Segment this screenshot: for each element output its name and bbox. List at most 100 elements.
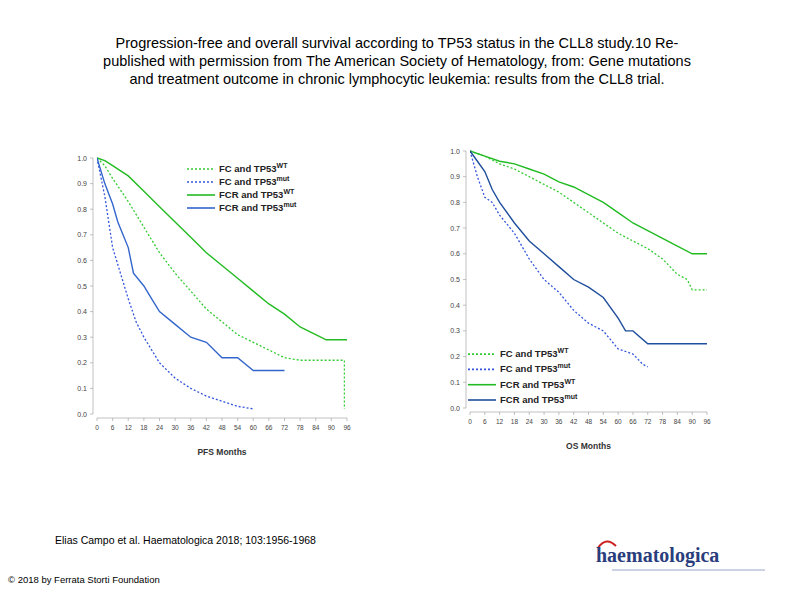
x-tick	[529, 412, 530, 415]
x-tick	[662, 412, 663, 415]
survival-curve	[470, 151, 648, 367]
legend-text-sup: mut	[277, 175, 291, 182]
logo: haematologica	[596, 544, 719, 567]
x-tick-label: 60	[250, 424, 258, 431]
survival-curve	[470, 151, 707, 344]
y-tick	[463, 382, 466, 383]
survival-curve	[97, 158, 344, 409]
x-tick	[143, 418, 144, 421]
x-tick	[632, 412, 633, 415]
y-tick-label: 0.3	[450, 327, 460, 334]
x-tick-label: 84	[674, 418, 682, 425]
legend-text-part: FCR and TP53	[219, 189, 283, 200]
y-tick	[463, 330, 466, 331]
x-tick	[159, 418, 160, 421]
x-tick	[484, 412, 485, 415]
plot-area	[97, 158, 347, 409]
x-tick-label: 24	[156, 424, 164, 431]
y-tick-label: 0.1	[450, 379, 460, 386]
y-tick-label: 1.0	[450, 148, 460, 155]
x-tick-label: 6	[111, 424, 115, 431]
legend-text-part: FCR and TP53	[219, 202, 283, 213]
x-tick-label: 78	[297, 424, 305, 431]
y-tick	[90, 311, 93, 312]
x-tick-label: 24	[526, 418, 534, 425]
x-tick-label: 18	[511, 418, 519, 425]
x-tick	[315, 418, 316, 421]
legend: FC and TP53WTFC and TP53mutFCR and TP53W…	[468, 347, 578, 405]
copyright: © 2018 by Ferrata Storti Foundation	[8, 574, 160, 585]
legend-text-sup: mut	[564, 393, 578, 400]
x-axis-label: PFS Months	[197, 447, 246, 457]
x-tick-label: 30	[172, 424, 180, 431]
x-tick	[347, 418, 348, 421]
y-tick-label: 0.2	[77, 359, 87, 366]
x-tick	[544, 412, 545, 415]
legend-label: FCR and TP53mut	[500, 393, 578, 405]
y-tick	[463, 253, 466, 254]
legend-label: FC and TP53mut	[219, 175, 290, 187]
x-tick	[206, 418, 207, 421]
x-axis-label: OS Months	[566, 441, 611, 451]
x-tick-label: 48	[218, 424, 226, 431]
legend-text-sup: mut	[283, 201, 297, 208]
y-tick-label: 0.8	[77, 206, 87, 213]
y-tick-label: 0.0	[77, 411, 87, 418]
y-tick-label: 0.8	[450, 199, 460, 206]
legend-swatch	[468, 384, 496, 386]
x-tick	[237, 418, 238, 421]
x-tick	[470, 412, 471, 415]
title: Progression-free and overall survival ac…	[116, 35, 679, 51]
y-tick	[463, 305, 466, 306]
x-tick-label: 36	[187, 424, 195, 431]
y-tick-label: 0.7	[77, 231, 87, 238]
x-tick-label: 36	[555, 418, 563, 425]
y-tick	[463, 228, 466, 229]
x-tick	[692, 412, 693, 415]
x-tick-label: 48	[585, 418, 593, 425]
survival-curve	[470, 151, 707, 290]
y-tick	[463, 202, 466, 203]
legend-label: FC and TP53WT	[500, 347, 569, 359]
legend-text-part: FC and TP53	[500, 348, 558, 359]
y-tick	[90, 234, 93, 235]
y-tick	[90, 388, 93, 389]
x-tick	[97, 418, 98, 421]
x-tick-label: 72	[644, 418, 652, 425]
legend-label: FC and TP53mut	[500, 362, 571, 374]
y-tick	[90, 362, 93, 363]
x-tick-label: 90	[689, 418, 697, 425]
legend-swatch	[468, 369, 496, 371]
legend-swatch	[187, 194, 215, 196]
y-tick-label: 0.1	[77, 385, 87, 392]
legend-text-part: FC and TP53	[219, 163, 277, 174]
legend-swatch	[187, 181, 215, 183]
x-tick	[588, 412, 589, 415]
y-tick-label: 0.5	[77, 283, 87, 290]
x-tick	[558, 412, 559, 415]
x-tick-label: 66	[265, 424, 273, 431]
survival-curve	[470, 151, 707, 254]
legend-text-part: FC and TP53	[500, 363, 558, 374]
y-tick	[90, 183, 93, 184]
legend-text-sup: WT	[277, 162, 289, 169]
x-tick	[112, 418, 113, 421]
x-tick	[300, 418, 301, 421]
legend: FC and TP53WTFC and TP53mutFCR and TP53W…	[187, 162, 297, 213]
x-tick	[190, 418, 191, 421]
x-tick	[573, 412, 574, 415]
title: and treatment outcome in chronic lymphoc…	[129, 71, 664, 87]
slide: Progression-free and overall survival ac…	[0, 0, 794, 595]
y-tick-label: 0.9	[77, 180, 87, 187]
x-tick-label: 66	[629, 418, 637, 425]
citation: Elias Campo et al. Haematologica 2018; 1…	[55, 534, 316, 546]
x-tick	[499, 412, 500, 415]
legend-text-part: FC and TP53	[219, 176, 277, 187]
legend-text-sup: WT	[283, 188, 295, 195]
x-tick-label: 12	[125, 424, 133, 431]
legend-swatch	[187, 168, 215, 170]
legend-text-part: FCR and TP53	[500, 379, 564, 390]
x-tick	[647, 412, 648, 415]
legend-label: FCR and TP53WT	[500, 378, 576, 390]
x-tick	[253, 418, 254, 421]
